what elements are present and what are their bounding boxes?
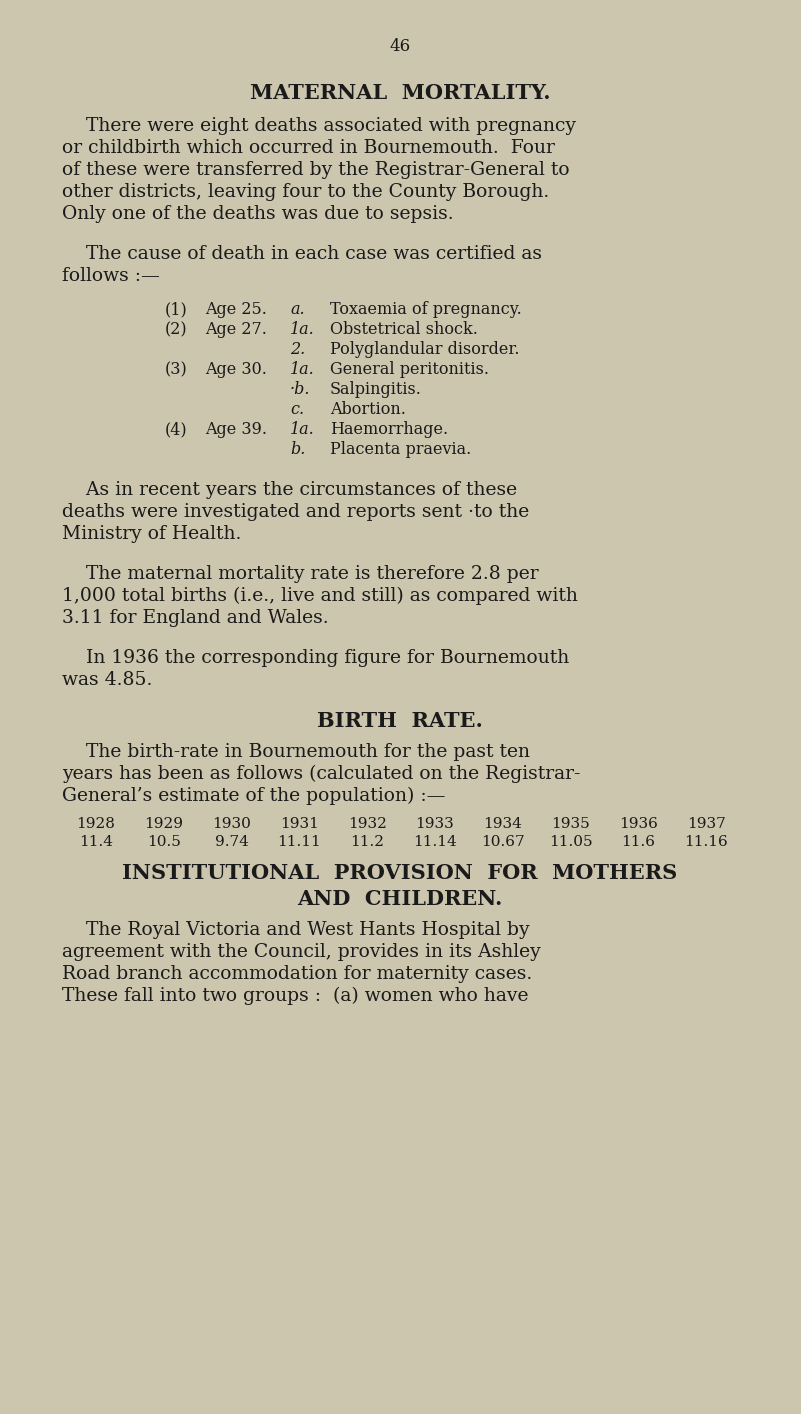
Text: Ministry of Health.: Ministry of Health. — [62, 525, 241, 543]
Text: 1a.: 1a. — [290, 421, 315, 438]
Text: Haemorrhage.: Haemorrhage. — [330, 421, 448, 438]
Text: 1a.: 1a. — [290, 321, 315, 338]
Text: of these were transferred by the Registrar-General to: of these were transferred by the Registr… — [62, 161, 570, 180]
Text: General peritonitis.: General peritonitis. — [330, 361, 489, 378]
Text: 10.5: 10.5 — [147, 836, 181, 848]
Text: 1932: 1932 — [348, 817, 387, 831]
Text: 1935: 1935 — [551, 817, 590, 831]
Text: There were eight deaths associated with pregnancy: There were eight deaths associated with … — [62, 117, 576, 134]
Text: Only one of the deaths was due to sepsis.: Only one of the deaths was due to sepsis… — [62, 205, 453, 223]
Text: (4): (4) — [165, 421, 187, 438]
Text: In 1936 the corresponding figure for Bournemouth: In 1936 the corresponding figure for Bou… — [62, 649, 570, 667]
Text: 1933: 1933 — [416, 817, 454, 831]
Text: 1930: 1930 — [212, 817, 251, 831]
Text: 10.67: 10.67 — [481, 836, 525, 848]
Text: (1): (1) — [165, 301, 187, 318]
Text: 46: 46 — [389, 38, 411, 55]
Text: Road branch accommodation for maternity cases.: Road branch accommodation for maternity … — [62, 964, 532, 983]
Text: years has been as follows (calculated on the Registrar-: years has been as follows (calculated on… — [62, 765, 581, 783]
Text: (2): (2) — [165, 321, 187, 338]
Text: follows :—: follows :— — [62, 267, 160, 286]
Text: 1934: 1934 — [483, 817, 522, 831]
Text: Age 25.: Age 25. — [205, 301, 267, 318]
Text: The cause of death in each case was certified as: The cause of death in each case was cert… — [62, 245, 542, 263]
Text: Age 39.: Age 39. — [205, 421, 267, 438]
Text: 11.05: 11.05 — [549, 836, 592, 848]
Text: Placenta praevia.: Placenta praevia. — [330, 441, 471, 458]
Text: AND  CHILDREN.: AND CHILDREN. — [297, 889, 503, 909]
Text: 11.14: 11.14 — [413, 836, 457, 848]
Text: BIRTH  RATE.: BIRTH RATE. — [317, 711, 483, 731]
Text: General’s estimate of the population) :—: General’s estimate of the population) :— — [62, 788, 445, 805]
Text: The Royal Victoria and West Hants Hospital by: The Royal Victoria and West Hants Hospit… — [62, 921, 529, 939]
Text: Salpingitis.: Salpingitis. — [330, 380, 422, 397]
Text: ·b.: ·b. — [290, 380, 311, 397]
Text: deaths were investigated and reports sent ·to the: deaths were investigated and reports sen… — [62, 503, 529, 520]
Text: Age 30.: Age 30. — [205, 361, 267, 378]
Text: c.: c. — [290, 402, 304, 419]
Text: MATERNAL  MORTALITY.: MATERNAL MORTALITY. — [250, 83, 550, 103]
Text: 11.6: 11.6 — [622, 836, 655, 848]
Text: 1,000 total births (i.e., live and still) as compared with: 1,000 total births (i.e., live and still… — [62, 587, 578, 605]
Text: agreement with the Council, provides in its Ashley: agreement with the Council, provides in … — [62, 943, 541, 962]
Text: 1931: 1931 — [280, 817, 319, 831]
Text: 11.4: 11.4 — [79, 836, 113, 848]
Text: 2.: 2. — [290, 341, 305, 358]
Text: 11.11: 11.11 — [277, 836, 321, 848]
Text: Age 27.: Age 27. — [205, 321, 267, 338]
Text: or childbirth which occurred in Bournemouth.  Four: or childbirth which occurred in Bournemo… — [62, 139, 555, 157]
Text: a.: a. — [290, 301, 304, 318]
Text: The maternal mortality rate is therefore 2.8 per: The maternal mortality rate is therefore… — [62, 566, 538, 583]
Text: was 4.85.: was 4.85. — [62, 672, 152, 689]
Text: other districts, leaving four to the County Borough.: other districts, leaving four to the Cou… — [62, 182, 549, 201]
Text: Abortion.: Abortion. — [330, 402, 406, 419]
Text: 9.74: 9.74 — [215, 836, 248, 848]
Text: 1928: 1928 — [76, 817, 115, 831]
Text: (3): (3) — [165, 361, 187, 378]
Text: 11.16: 11.16 — [684, 836, 728, 848]
Text: Polyglandular disorder.: Polyglandular disorder. — [330, 341, 520, 358]
Text: 1a.: 1a. — [290, 361, 315, 378]
Text: 3.11 for England and Wales.: 3.11 for England and Wales. — [62, 609, 328, 626]
Text: The birth-rate in Bournemouth for the past ten: The birth-rate in Bournemouth for the pa… — [62, 742, 530, 761]
Text: Toxaemia of pregnancy.: Toxaemia of pregnancy. — [330, 301, 521, 318]
Text: 11.2: 11.2 — [350, 836, 384, 848]
Text: INSTITUTIONAL  PROVISION  FOR  MOTHERS: INSTITUTIONAL PROVISION FOR MOTHERS — [123, 863, 678, 882]
Text: As in recent years the circumstances of these: As in recent years the circumstances of … — [62, 481, 517, 499]
Text: Obstetrical shock.: Obstetrical shock. — [330, 321, 478, 338]
Text: 1929: 1929 — [144, 817, 183, 831]
Text: 1937: 1937 — [686, 817, 726, 831]
Text: b.: b. — [290, 441, 305, 458]
Text: 1936: 1936 — [619, 817, 658, 831]
Text: These fall into two groups :  (a) women who have: These fall into two groups : (a) women w… — [62, 987, 529, 1005]
